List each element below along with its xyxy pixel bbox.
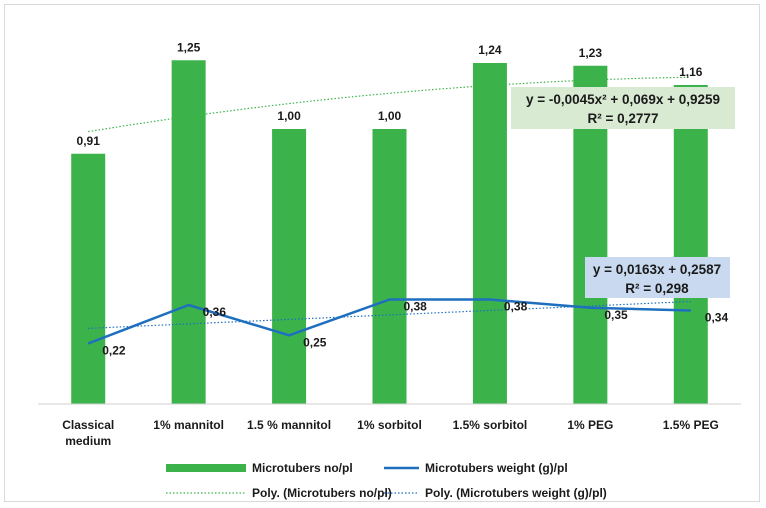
legend: Microtubers no/pl Microtubers weight (g)… [166, 461, 607, 500]
bar-0 [71, 153, 106, 404]
bar-6 [673, 85, 708, 404]
x-tick-label-2: 1.5 % mannitol [247, 418, 331, 432]
line-value-label-6: 0,34 [705, 311, 729, 325]
equation-no-text: y = -0,0045x² + 0,069x + 0,9259 [526, 92, 720, 107]
equation-weight-r2: R² = 0,298 [625, 281, 689, 296]
trendline-microtubers-weight [88, 300, 691, 329]
bar-value-label-0: 0,91 [77, 134, 101, 148]
bar-value-label-6: 1,16 [679, 65, 703, 79]
bar-value-label-2: 1,00 [277, 109, 301, 123]
line-value-label-0: 0,22 [102, 344, 126, 358]
bar-1 [171, 60, 206, 404]
bar-4 [472, 63, 507, 404]
bar-series [71, 60, 708, 404]
bar-value-label-3: 1,00 [378, 109, 402, 123]
equation-box-weight-bg [585, 257, 730, 298]
line-value-label-3: 0,38 [404, 300, 428, 314]
x-tick-label-5: 1% PEG [567, 418, 613, 432]
x-tick-label-3: 1% sorbitol [357, 418, 422, 432]
line-value-label-2: 0,25 [303, 335, 327, 349]
x-tick-label-1: 1% mannitol [153, 418, 224, 432]
legend-label-microtubers-weight: Microtubers weight (g)/pl [425, 461, 568, 475]
bar-2 [272, 129, 307, 404]
bar-value-label-1: 1,25 [177, 40, 201, 54]
line-value-label-5: 0,35 [604, 308, 628, 322]
line-value-label-1: 0,36 [203, 305, 227, 319]
legend-label-poly-weight: Poly. (Microtubers weight (g)/pl) [425, 486, 607, 500]
bar-value-labels: 0,91 1,25 1,00 1,00 1,24 1,23 1,16 [77, 40, 703, 148]
legend-label-poly-no: Poly. (Microtubers no/pl) [252, 486, 392, 500]
line-value-labels: 0,22 0,36 0,25 0,38 0,38 0,35 0,34 [102, 300, 728, 358]
line-value-label-4: 0,38 [504, 300, 528, 314]
trendline-microtubers-no [88, 76, 691, 133]
line-series [87, 298, 691, 345]
equation-box-no: y = -0,0045x² + 0,069x + 0,9259 R² = 0,2… [511, 87, 735, 129]
equation-weight-text: y = 0,0163x + 0,2587 [593, 262, 721, 277]
bar-value-label-5: 1,23 [579, 46, 603, 60]
x-tick-label-0: Classical medium [62, 418, 114, 448]
bar-3 [372, 129, 407, 404]
equation-box-weight: y = 0,0163x + 0,2587 R² = 0,298 [585, 257, 730, 298]
trendlines [88, 76, 691, 329]
equation-box-no-bg [511, 87, 735, 129]
x-tick-label-4: 1.5% sorbitol [453, 418, 528, 432]
x-tick-labels: Classical medium 1% mannitol 1.5 % mannitol… [62, 418, 719, 448]
x-tick-label-6: 1.5% PEG [663, 418, 719, 432]
legend-swatch-microtubers-no [166, 464, 246, 472]
bar-value-label-4: 1,24 [478, 43, 502, 57]
legend-label-microtubers-no: Microtubers no/pl [252, 461, 353, 475]
equation-no-r2: R² = 0,2777 [588, 111, 659, 126]
